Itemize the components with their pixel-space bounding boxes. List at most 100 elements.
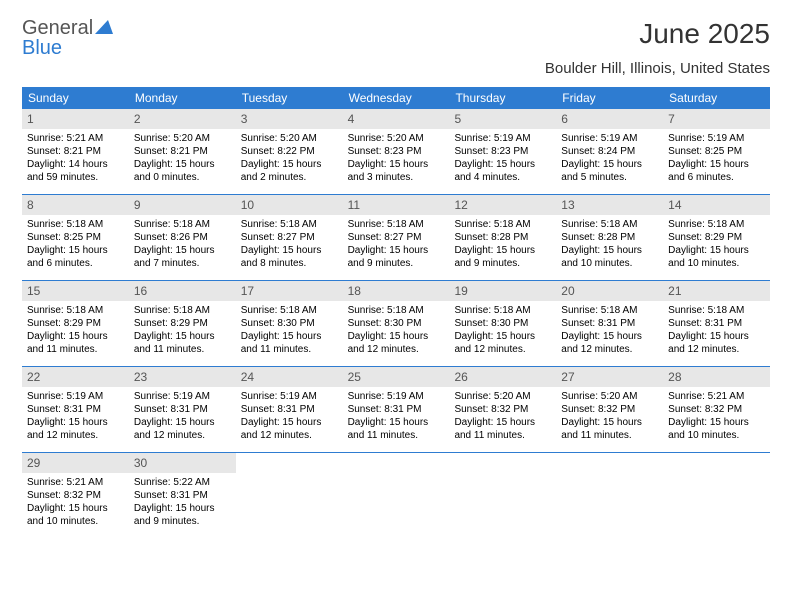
calendar-day: 9Sunrise: 5:18 AMSunset: 8:26 PMDaylight… (129, 195, 236, 280)
calendar-week: 22Sunrise: 5:19 AMSunset: 8:31 PMDayligh… (22, 367, 770, 453)
calendar-day: 4Sunrise: 5:20 AMSunset: 8:23 PMDaylight… (343, 109, 450, 194)
sunset-text: Sunset: 8:30 PM (348, 317, 445, 330)
day-details: Sunrise: 5:19 AMSunset: 8:25 PMDaylight:… (663, 129, 770, 194)
day-number: 25 (343, 367, 450, 387)
calendar-day: 5Sunrise: 5:19 AMSunset: 8:23 PMDaylight… (449, 109, 556, 194)
daylight-text: Daylight: 15 hours and 11 minutes. (27, 330, 124, 356)
daylight-text: Daylight: 15 hours and 9 minutes. (348, 244, 445, 270)
sunrise-text: Sunrise: 5:20 AM (348, 132, 445, 145)
calendar-empty-day (236, 453, 343, 538)
sunrise-text: Sunrise: 5:21 AM (668, 390, 765, 403)
daylight-text: Daylight: 15 hours and 5 minutes. (561, 158, 658, 184)
sunset-text: Sunset: 8:25 PM (668, 145, 765, 158)
day-number: 3 (236, 109, 343, 129)
daylight-text: Daylight: 15 hours and 10 minutes. (668, 416, 765, 442)
calendar-day: 20Sunrise: 5:18 AMSunset: 8:31 PMDayligh… (556, 281, 663, 366)
sunrise-text: Sunrise: 5:18 AM (241, 304, 338, 317)
day-number: 12 (449, 195, 556, 215)
calendar-day: 11Sunrise: 5:18 AMSunset: 8:27 PMDayligh… (343, 195, 450, 280)
day-details: Sunrise: 5:18 AMSunset: 8:30 PMDaylight:… (449, 301, 556, 366)
day-details: Sunrise: 5:20 AMSunset: 8:22 PMDaylight:… (236, 129, 343, 194)
calendar-day: 26Sunrise: 5:20 AMSunset: 8:32 PMDayligh… (449, 367, 556, 452)
calendar-empty-day (663, 453, 770, 538)
weekday-header: Thursday (449, 87, 556, 109)
sunset-text: Sunset: 8:32 PM (668, 403, 765, 416)
sunrise-text: Sunrise: 5:18 AM (454, 218, 551, 231)
sunset-text: Sunset: 8:31 PM (668, 317, 765, 330)
sunset-text: Sunset: 8:28 PM (561, 231, 658, 244)
sunset-text: Sunset: 8:22 PM (241, 145, 338, 158)
weekday-header: Tuesday (236, 87, 343, 109)
daylight-text: Daylight: 15 hours and 12 minutes. (134, 416, 231, 442)
daylight-text: Daylight: 15 hours and 12 minutes. (561, 330, 658, 356)
sunset-text: Sunset: 8:28 PM (454, 231, 551, 244)
day-details: Sunrise: 5:18 AMSunset: 8:31 PMDaylight:… (556, 301, 663, 366)
daylight-text: Daylight: 15 hours and 4 minutes. (454, 158, 551, 184)
calendar-day: 16Sunrise: 5:18 AMSunset: 8:29 PMDayligh… (129, 281, 236, 366)
sunrise-text: Sunrise: 5:18 AM (348, 218, 445, 231)
sunrise-text: Sunrise: 5:20 AM (454, 390, 551, 403)
calendar-day: 28Sunrise: 5:21 AMSunset: 8:32 PMDayligh… (663, 367, 770, 452)
daylight-text: Daylight: 15 hours and 6 minutes. (27, 244, 124, 270)
calendar-day: 29Sunrise: 5:21 AMSunset: 8:32 PMDayligh… (22, 453, 129, 538)
day-details: Sunrise: 5:21 AMSunset: 8:32 PMDaylight:… (663, 387, 770, 452)
day-details: Sunrise: 5:18 AMSunset: 8:27 PMDaylight:… (236, 215, 343, 280)
day-number: 17 (236, 281, 343, 301)
day-details: Sunrise: 5:18 AMSunset: 8:25 PMDaylight:… (22, 215, 129, 280)
sunset-text: Sunset: 8:23 PM (348, 145, 445, 158)
sunrise-text: Sunrise: 5:20 AM (134, 132, 231, 145)
calendar-day: 8Sunrise: 5:18 AMSunset: 8:25 PMDaylight… (22, 195, 129, 280)
day-number: 29 (22, 453, 129, 473)
sunrise-text: Sunrise: 5:18 AM (134, 304, 231, 317)
daylight-text: Daylight: 15 hours and 8 minutes. (241, 244, 338, 270)
sunset-text: Sunset: 8:32 PM (27, 489, 124, 502)
logo-text-1: General (22, 17, 93, 39)
day-number: 8 (22, 195, 129, 215)
sunset-text: Sunset: 8:24 PM (561, 145, 658, 158)
sunset-text: Sunset: 8:26 PM (134, 231, 231, 244)
sunset-text: Sunset: 8:31 PM (134, 489, 231, 502)
daylight-text: Daylight: 15 hours and 0 minutes. (134, 158, 231, 184)
sunrise-text: Sunrise: 5:22 AM (134, 476, 231, 489)
sunrise-text: Sunrise: 5:18 AM (668, 304, 765, 317)
sunrise-text: Sunrise: 5:18 AM (348, 304, 445, 317)
daylight-text: Daylight: 15 hours and 11 minutes. (348, 416, 445, 442)
brand-logo: General Blue (22, 18, 113, 58)
calendar-day: 6Sunrise: 5:19 AMSunset: 8:24 PMDaylight… (556, 109, 663, 194)
sunrise-text: Sunrise: 5:18 AM (454, 304, 551, 317)
calendar-day: 22Sunrise: 5:19 AMSunset: 8:31 PMDayligh… (22, 367, 129, 452)
day-details: Sunrise: 5:19 AMSunset: 8:31 PMDaylight:… (343, 387, 450, 452)
calendar-empty-day (343, 453, 450, 538)
calendar-day: 7Sunrise: 5:19 AMSunset: 8:25 PMDaylight… (663, 109, 770, 194)
calendar-week: 8Sunrise: 5:18 AMSunset: 8:25 PMDaylight… (22, 195, 770, 281)
sunset-text: Sunset: 8:31 PM (241, 403, 338, 416)
day-details: Sunrise: 5:18 AMSunset: 8:31 PMDaylight:… (663, 301, 770, 366)
sunrise-text: Sunrise: 5:18 AM (668, 218, 765, 231)
day-number: 10 (236, 195, 343, 215)
sunset-text: Sunset: 8:31 PM (561, 317, 658, 330)
day-details: Sunrise: 5:18 AMSunset: 8:27 PMDaylight:… (343, 215, 450, 280)
daylight-text: Daylight: 15 hours and 11 minutes. (134, 330, 231, 356)
day-details: Sunrise: 5:18 AMSunset: 8:28 PMDaylight:… (449, 215, 556, 280)
day-details: Sunrise: 5:20 AMSunset: 8:32 PMDaylight:… (556, 387, 663, 452)
calendar-week: 29Sunrise: 5:21 AMSunset: 8:32 PMDayligh… (22, 453, 770, 538)
calendar-day: 3Sunrise: 5:20 AMSunset: 8:22 PMDaylight… (236, 109, 343, 194)
calendar-day: 30Sunrise: 5:22 AMSunset: 8:31 PMDayligh… (129, 453, 236, 538)
location-subtitle: Boulder Hill, Illinois, United States (22, 60, 770, 77)
sunrise-text: Sunrise: 5:20 AM (241, 132, 338, 145)
sunset-text: Sunset: 8:21 PM (134, 145, 231, 158)
daylight-text: Daylight: 15 hours and 10 minutes. (668, 244, 765, 270)
calendar: SundayMondayTuesdayWednesdayThursdayFrid… (22, 87, 770, 538)
daylight-text: Daylight: 15 hours and 12 minutes. (454, 330, 551, 356)
day-number: 14 (663, 195, 770, 215)
day-number: 19 (449, 281, 556, 301)
weekday-header: Friday (556, 87, 663, 109)
day-details: Sunrise: 5:19 AMSunset: 8:24 PMDaylight:… (556, 129, 663, 194)
day-details: Sunrise: 5:18 AMSunset: 8:29 PMDaylight:… (129, 301, 236, 366)
calendar-day: 14Sunrise: 5:18 AMSunset: 8:29 PMDayligh… (663, 195, 770, 280)
daylight-text: Daylight: 15 hours and 12 minutes. (241, 416, 338, 442)
calendar-day: 24Sunrise: 5:19 AMSunset: 8:31 PMDayligh… (236, 367, 343, 452)
day-number: 16 (129, 281, 236, 301)
sunrise-text: Sunrise: 5:19 AM (27, 390, 124, 403)
calendar-day: 2Sunrise: 5:20 AMSunset: 8:21 PMDaylight… (129, 109, 236, 194)
